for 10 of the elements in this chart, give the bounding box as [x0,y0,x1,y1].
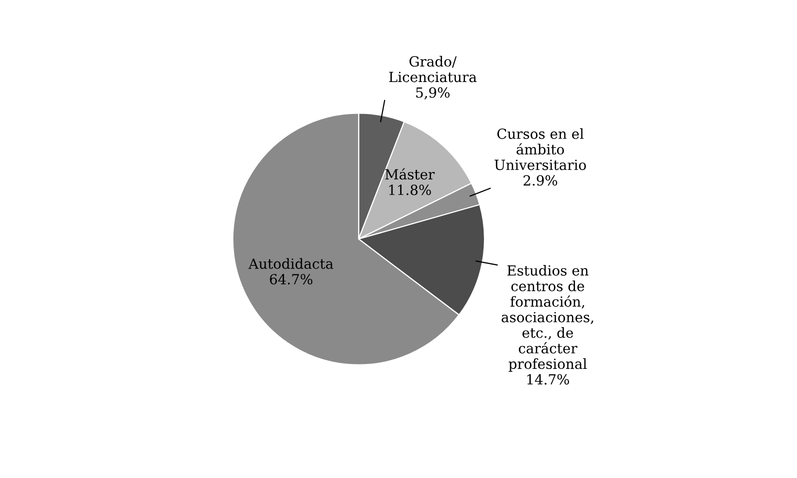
slice-label: Máster [385,168,435,180]
slice-label: Autodidacta [248,258,334,269]
data-label: 2.9% [524,175,558,186]
data-label: 64.7% [270,274,312,284]
data-label: 5,9% [416,87,450,100]
data-label: 11.8% [389,184,431,196]
data-label: 14.7% [527,374,570,385]
slice-label: Grado/ Licenciatura [389,56,477,82]
slice-label: Estudios en centros de formación, asociaciones, etc., de carácter profesional [502,264,594,372]
slice-label: Cursos en el ámbito Universitario [494,128,586,170]
